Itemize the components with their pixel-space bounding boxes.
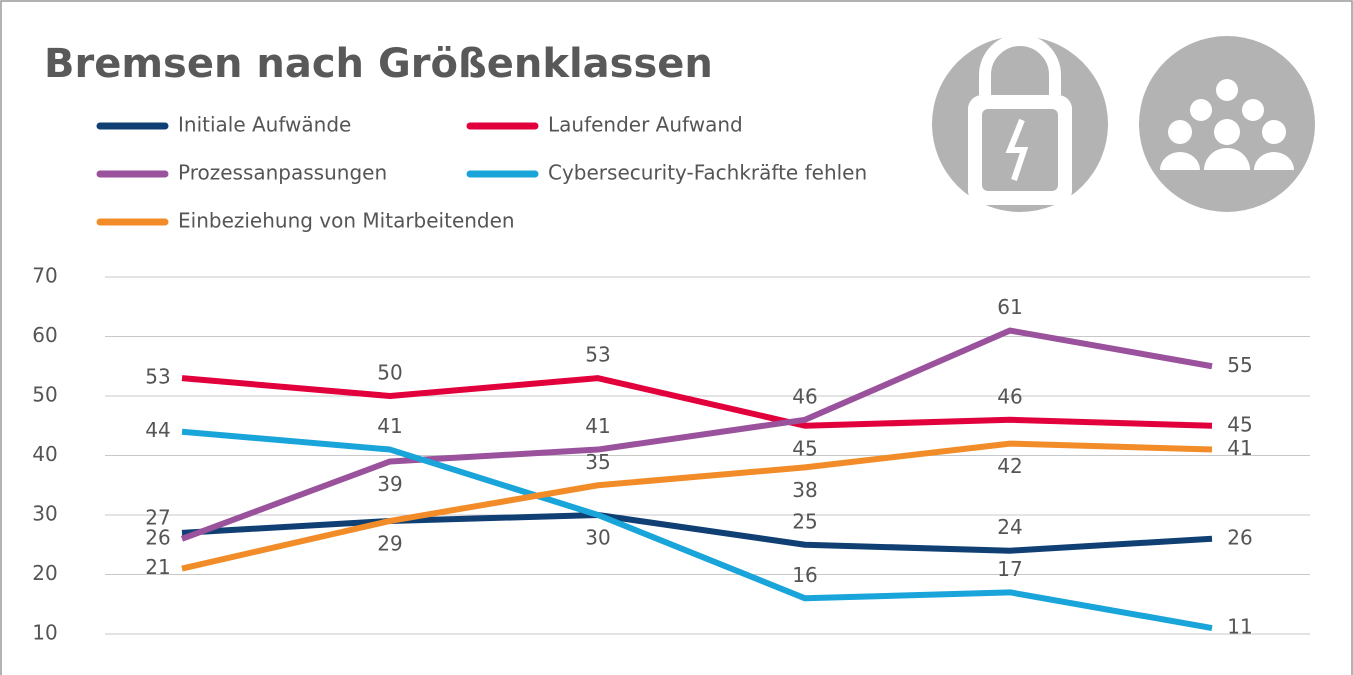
data-label: 38 bbox=[792, 478, 817, 502]
series-line bbox=[181, 375, 1213, 429]
data-label: 50 bbox=[377, 361, 402, 385]
data-label: 26 bbox=[1227, 525, 1252, 549]
series-line bbox=[181, 428, 1213, 632]
legend-label: Initiale Aufwände bbox=[178, 113, 351, 137]
data-label: 16 bbox=[792, 563, 817, 587]
data-label: 29 bbox=[377, 531, 402, 555]
legend-label: Laufender Aufwand bbox=[548, 113, 743, 137]
data-label: 35 bbox=[585, 450, 610, 474]
y-tick-label: 70 bbox=[32, 264, 57, 288]
y-tick-label: 40 bbox=[32, 442, 57, 466]
data-label: 41 bbox=[585, 414, 610, 438]
data-label: 39 bbox=[377, 472, 402, 496]
y-tick-label: 50 bbox=[32, 383, 57, 407]
series-line bbox=[181, 512, 1213, 554]
legend-label: Einbeziehung von Mitarbeitenden bbox=[178, 209, 515, 233]
data-label: 46 bbox=[997, 384, 1022, 408]
data-label: 21 bbox=[145, 555, 170, 579]
data-label: 42 bbox=[997, 454, 1022, 478]
data-label: 44 bbox=[145, 418, 170, 442]
data-label: 24 bbox=[997, 515, 1022, 539]
data-label: 53 bbox=[585, 343, 610, 367]
data-label: 55 bbox=[1227, 353, 1252, 377]
data-label: 45 bbox=[792, 436, 817, 460]
data-label: 17 bbox=[997, 557, 1022, 581]
data-label: 25 bbox=[792, 509, 817, 533]
legend-label: Cybersecurity-Fachkräfte fehlen bbox=[548, 161, 867, 185]
data-label: 41 bbox=[1227, 436, 1252, 460]
people-icon bbox=[1139, 36, 1315, 212]
y-tick-label: 30 bbox=[32, 502, 57, 526]
data-label: 61 bbox=[997, 295, 1022, 319]
legend-label: Prozessanpassungen bbox=[178, 161, 387, 185]
data-label: 27 bbox=[145, 505, 170, 529]
data-label: 30 bbox=[585, 526, 610, 550]
data-label: 53 bbox=[145, 365, 170, 389]
data-label: 46 bbox=[792, 384, 817, 408]
y-tick-label: 20 bbox=[32, 561, 57, 585]
y-tick-label: 10 bbox=[32, 621, 57, 645]
data-label: 26 bbox=[145, 525, 170, 549]
y-tick-label: 60 bbox=[32, 323, 57, 347]
lock-icon bbox=[932, 34, 1108, 212]
data-label: 45 bbox=[1227, 412, 1252, 436]
series-line bbox=[180, 327, 1213, 542]
chart-title: Bremsen nach Größenklassen bbox=[44, 41, 713, 87]
data-label: 11 bbox=[1227, 615, 1252, 639]
data-label: 41 bbox=[377, 414, 402, 438]
series-line bbox=[181, 440, 1213, 572]
